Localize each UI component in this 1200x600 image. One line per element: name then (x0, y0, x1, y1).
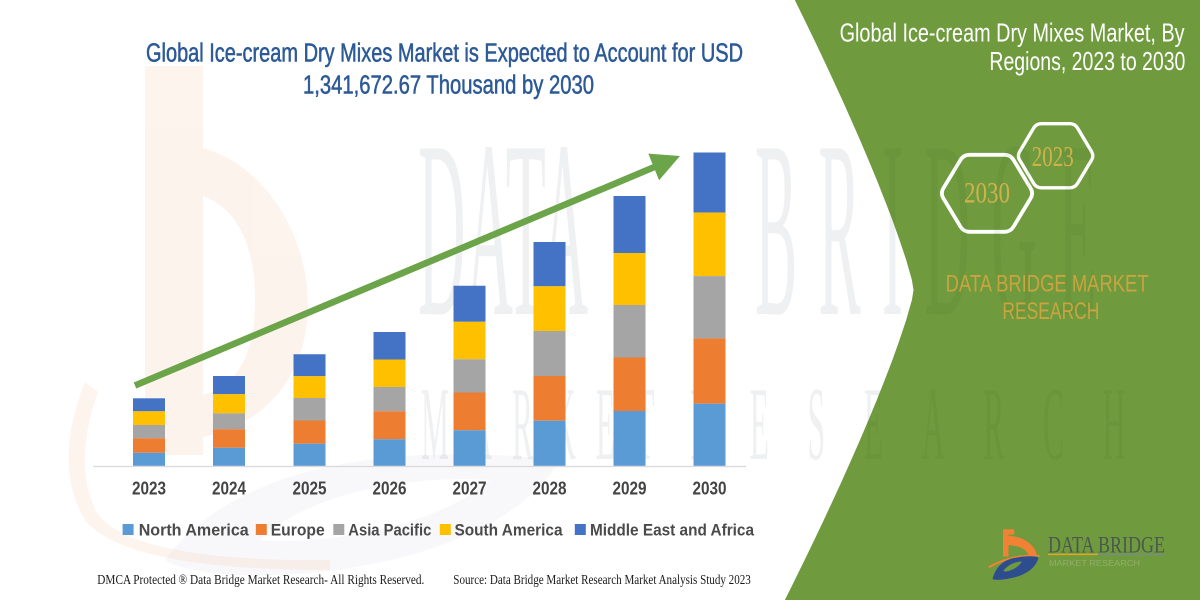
svg-text:Middle East and Africa: Middle East and Africa (590, 521, 754, 540)
svg-text:Global Ice-cream Dry Mixes Mar: Global Ice-cream Dry Mixes Market is Exp… (146, 40, 743, 68)
svg-text:DATA BRIDGE: DATA BRIDGE (1048, 533, 1165, 558)
svg-text:1,341,672.67 Thousand by 2030: 1,341,672.67 Thousand by 2030 (303, 72, 594, 100)
svg-text:DMCA Protected ® Data Bridge M: DMCA Protected ® Data Bridge Market Rese… (97, 572, 424, 587)
svg-text:Asia Pacific: Asia Pacific (348, 521, 431, 540)
svg-text:2027: 2027 (453, 479, 487, 499)
svg-text:Source: Data Bridge Market Res: Source: Data Bridge Market Research Mark… (453, 572, 751, 587)
svg-text:2024: 2024 (212, 479, 246, 499)
svg-text:RESEARCH: RESEARCH (1002, 298, 1099, 325)
svg-text:Europe: Europe (271, 521, 325, 540)
svg-text:2026: 2026 (373, 479, 407, 499)
svg-text:2030: 2030 (964, 176, 1010, 209)
svg-text:2028: 2028 (533, 479, 567, 499)
svg-text:Regions, 2023 to 2030: Regions, 2023 to 2030 (989, 46, 1185, 76)
svg-text:2030: 2030 (693, 479, 727, 499)
svg-text:2023: 2023 (1032, 142, 1074, 173)
svg-text:South America: South America (455, 521, 563, 540)
svg-text:DATA BRIDGE MARKET: DATA BRIDGE MARKET (946, 271, 1149, 298)
svg-text:2025: 2025 (293, 479, 327, 499)
svg-text:2029: 2029 (613, 479, 647, 499)
svg-text:Global Ice-cream Dry Mixes Mar: Global Ice-cream Dry Mixes Market, By (840, 18, 1185, 48)
svg-text:2023: 2023 (132, 479, 166, 499)
svg-text:MARKET RESEARCH: MARKET RESEARCH (1049, 559, 1140, 568)
svg-text:North America: North America (139, 521, 250, 540)
